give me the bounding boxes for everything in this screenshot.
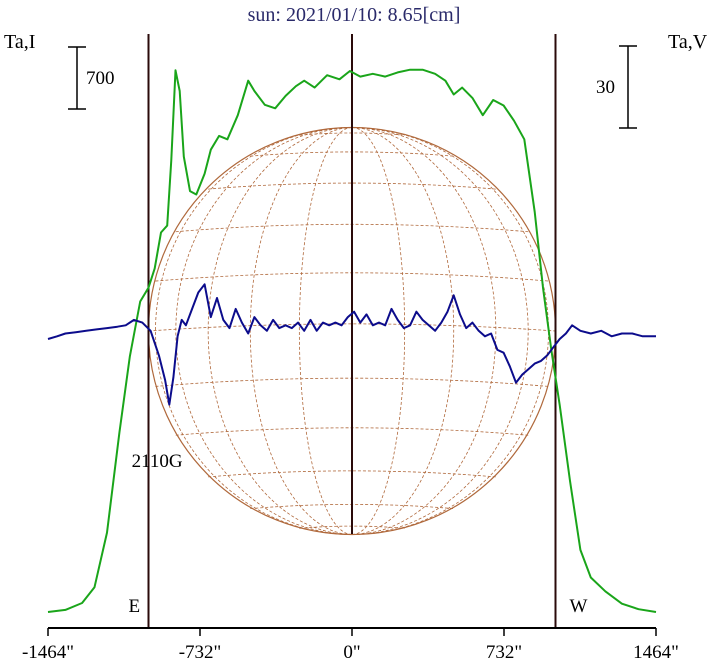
left-axis-label: Ta,I [4, 31, 35, 53]
series-line-v [47, 283, 656, 406]
scale-bars: 700 30 [68, 45, 637, 129]
x-tick-label: -732" [179, 642, 222, 662]
disk-longitude-line [351, 127, 406, 535]
series-line-i [47, 68, 657, 613]
limb-label: E [129, 596, 141, 617]
x-tick-label: -1464" [22, 642, 74, 662]
disk-longitude-line [155, 127, 353, 535]
x-tick-label: 0" [343, 642, 360, 662]
disk-latitude-line [208, 470, 496, 478]
right-axis-label: Ta,V [668, 31, 708, 53]
disk-longitude-line [207, 127, 353, 535]
disk-longitude-line [351, 127, 455, 535]
limb-label: W [569, 596, 587, 617]
disk-longitude-line [249, 127, 353, 535]
chart-title: sun: 2021/01/10: 8.65[cm] [248, 4, 461, 26]
x-tick-label: 1464" [633, 642, 679, 662]
chart-annotations: E W 2110G [129, 451, 588, 617]
annotation-label: 2110G [132, 451, 183, 472]
disk-latitude-line [208, 182, 496, 190]
disk-equator-line [148, 323, 556, 332]
limb-markers [147, 34, 557, 628]
x-tick-label: 732" [486, 642, 522, 662]
disk-longitude-line [351, 127, 497, 535]
disk-longitude-line [175, 127, 353, 535]
left-scale-bar-label: 700 [86, 68, 115, 89]
disk-longitude-line [351, 127, 529, 535]
right-scale-bar-label: 30 [596, 77, 615, 98]
disk-longitude-line [298, 127, 353, 535]
x-axis: -1464" -732" 0" 732" 1464" [22, 627, 679, 663]
series-lines [47, 68, 657, 613]
disk-longitude-line [351, 127, 549, 535]
